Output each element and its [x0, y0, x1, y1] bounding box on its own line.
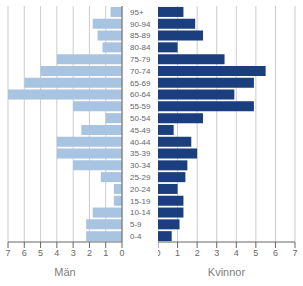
svg-text:5: 5 — [38, 248, 43, 258]
svg-text:55-59: 55-59 — [130, 102, 151, 111]
svg-text:7: 7 — [8, 248, 11, 258]
svg-text:4: 4 — [54, 248, 59, 258]
svg-text:0-4: 0-4 — [130, 232, 142, 241]
svg-text:45-49: 45-49 — [130, 126, 151, 135]
svg-text:30-34: 30-34 — [130, 161, 151, 170]
svg-text:3: 3 — [214, 248, 219, 258]
svg-text:50-54: 50-54 — [130, 114, 151, 123]
svg-text:1: 1 — [175, 248, 180, 258]
svg-text:2: 2 — [195, 248, 200, 258]
svg-text:6: 6 — [22, 248, 27, 258]
svg-text:35-39: 35-39 — [130, 149, 151, 158]
svg-text:3: 3 — [71, 248, 76, 258]
svg-text:1: 1 — [103, 248, 108, 258]
svg-text:15-19: 15-19 — [130, 197, 151, 206]
svg-text:20-24: 20-24 — [130, 185, 151, 194]
svg-text:10-14: 10-14 — [130, 208, 151, 217]
svg-text:4: 4 — [234, 248, 239, 258]
svg-text:5-9: 5-9 — [130, 220, 142, 229]
svg-text:85-89: 85-89 — [130, 31, 151, 40]
svg-text:90-94: 90-94 — [130, 20, 151, 29]
svg-text:Kvinnor: Kvinnor — [208, 266, 246, 278]
svg-text:7: 7 — [292, 248, 295, 258]
svg-text:0: 0 — [158, 248, 161, 258]
svg-text:65-69: 65-69 — [130, 79, 151, 88]
svg-text:Män: Män — [54, 266, 75, 278]
svg-text:75-79: 75-79 — [130, 55, 151, 64]
svg-text:5: 5 — [253, 248, 258, 258]
svg-text:40-44: 40-44 — [130, 138, 151, 147]
svg-text:6: 6 — [273, 248, 278, 258]
svg-text:80-84: 80-84 — [130, 43, 151, 52]
svg-text:60-64: 60-64 — [130, 90, 151, 99]
svg-text:70-74: 70-74 — [130, 67, 151, 76]
svg-text:25-29: 25-29 — [130, 173, 151, 182]
svg-text:2: 2 — [87, 248, 92, 258]
svg-text:95+: 95+ — [130, 8, 144, 17]
svg-text:0: 0 — [119, 248, 124, 258]
